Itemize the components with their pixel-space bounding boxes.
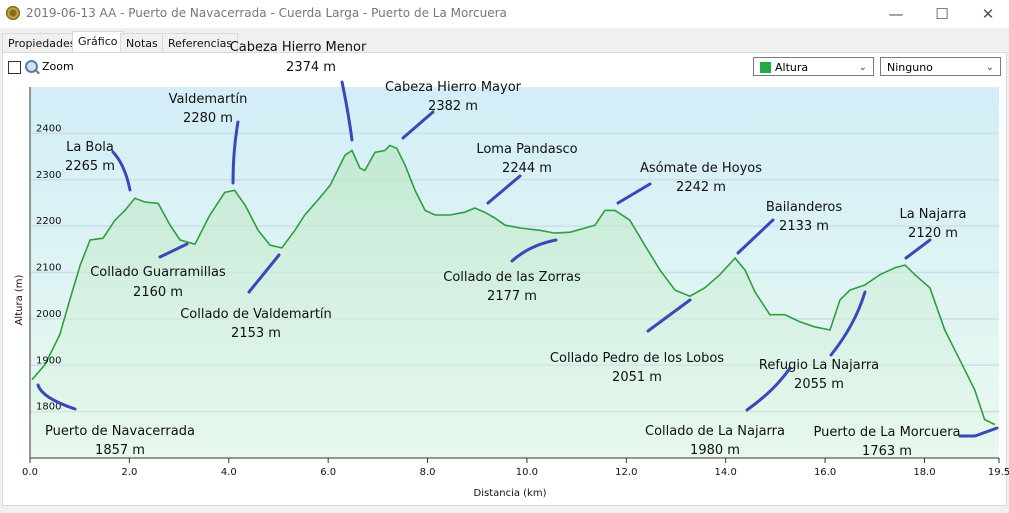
x-tick-label: 4.0 (221, 467, 237, 478)
y-tick-label: 2000 (36, 309, 61, 320)
leader-lines (36, 80, 999, 438)
annotation-name: Collado Pedro de los Lobos (550, 351, 724, 366)
annotation-name: Cabeza Hierro Menor (230, 40, 367, 55)
zoom-label: Zoom (42, 60, 74, 73)
annotations: Cabeza Hierro Menor 2374 m Cabeza Hierro… (45, 40, 966, 459)
second-select-value: Ninguno (887, 61, 933, 74)
title-bar: 2019-06-13 AA - Puerto de Navacerrada - … (0, 0, 1009, 28)
annotation-elev: 2242 m (676, 180, 726, 195)
annotation-name: Refugio La Najarra (759, 358, 879, 373)
annotation-name: Collado de las Zorras (443, 270, 581, 285)
x-tick-label: 8.0 (420, 467, 436, 478)
annotation-elev: 2133 m (779, 219, 829, 234)
annotation-elev: 2120 m (908, 226, 958, 241)
annotation-elev: 2382 m (428, 99, 478, 114)
tab-grafico[interactable]: Gráfico (72, 31, 124, 54)
annotation-name: Puerto de La Morcuera (813, 425, 960, 440)
x-tick-label: 0.0 (22, 467, 38, 478)
x-tick-label: 6.0 (320, 467, 336, 478)
x-tick-label: 19.5 (988, 467, 1009, 478)
x-tick-label: 12.0 (615, 467, 637, 478)
annotation-elev: 2374 m (286, 60, 336, 75)
annotation-name: Cabeza Hierro Mayor (385, 80, 522, 95)
annotation-name: Collado Guarramillas (90, 265, 226, 280)
x-tick-label: 2.0 (121, 467, 137, 478)
chevron-down-icon: ⌄ (858, 62, 867, 73)
annotation-name: Bailanderos (766, 200, 843, 215)
annotation-name: Asómate de Hoyos (640, 161, 762, 176)
annotation-name: Loma Pandasco (476, 142, 577, 157)
y-tick-label: 1900 (36, 355, 61, 366)
annotation-elev: 1980 m (690, 443, 740, 458)
series-select-value: Altura (775, 61, 809, 74)
window-title: 2019-06-13 AA - Puerto de Navacerrada - … (26, 6, 507, 20)
x-tick-label: 18.0 (913, 467, 935, 478)
x-tick-label: 14.0 (715, 467, 737, 478)
tab-notas[interactable]: Notas (120, 33, 164, 53)
elevation-area (31, 145, 996, 458)
second-series-select[interactable]: Ninguno ⌄ (880, 57, 1001, 76)
elevation-line (31, 144, 996, 426)
annotation-elev: 2160 m (133, 285, 183, 300)
annotation-name: La Bola (66, 140, 114, 155)
zoom-checkbox[interactable] (8, 61, 21, 74)
annotation-elev: 2051 m (612, 370, 662, 385)
annotation-elev: 2055 m (794, 377, 844, 392)
app-icon (6, 6, 20, 20)
y-tick-label: 2200 (36, 216, 61, 227)
y-tick-label: 2400 (36, 123, 61, 134)
chevron-down-icon: ⌄ (985, 62, 994, 73)
annotation-elev: 2244 m (502, 161, 552, 176)
minimize-button[interactable]: — (888, 5, 904, 23)
y-tick-label: 1800 (36, 402, 61, 413)
tab-referencias[interactable]: Referencias (162, 33, 239, 53)
annotation-elev: 2177 m (487, 289, 537, 304)
annotation-name: Collado de La Najarra (645, 424, 785, 439)
maximize-button[interactable]: ☐ (935, 5, 949, 23)
x-tick-label: 10.0 (516, 467, 538, 478)
x-axis-label: Distancia (km) (474, 488, 547, 499)
annotation-elev: 2280 m (183, 111, 233, 126)
y-tick-label: 2300 (36, 170, 61, 181)
annotation-elev: 2265 m (65, 159, 115, 174)
annotation-name: Collado de Valdemartín (180, 307, 332, 322)
y-tick-label: 2100 (36, 263, 61, 274)
annotation-elev: 1857 m (95, 443, 145, 458)
series-color-swatch (760, 62, 771, 73)
annotation-name: Puerto de Navacerrada (45, 424, 195, 439)
y-axis-label: Altura (m) (14, 274, 25, 325)
annotation-name: Valdemartín (169, 92, 248, 107)
magnifier-icon (25, 60, 38, 73)
annotation-elev: 1763 m (862, 444, 912, 459)
close-button[interactable]: ✕ (981, 5, 995, 23)
annotation-name: La Najarra (899, 207, 966, 222)
annotation-elev: 2153 m (231, 326, 281, 341)
x-tick-label: 16.0 (814, 467, 836, 478)
series-select[interactable]: Altura ⌄ (753, 57, 874, 76)
